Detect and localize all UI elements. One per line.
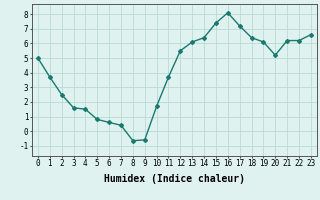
X-axis label: Humidex (Indice chaleur): Humidex (Indice chaleur) xyxy=(104,174,245,184)
